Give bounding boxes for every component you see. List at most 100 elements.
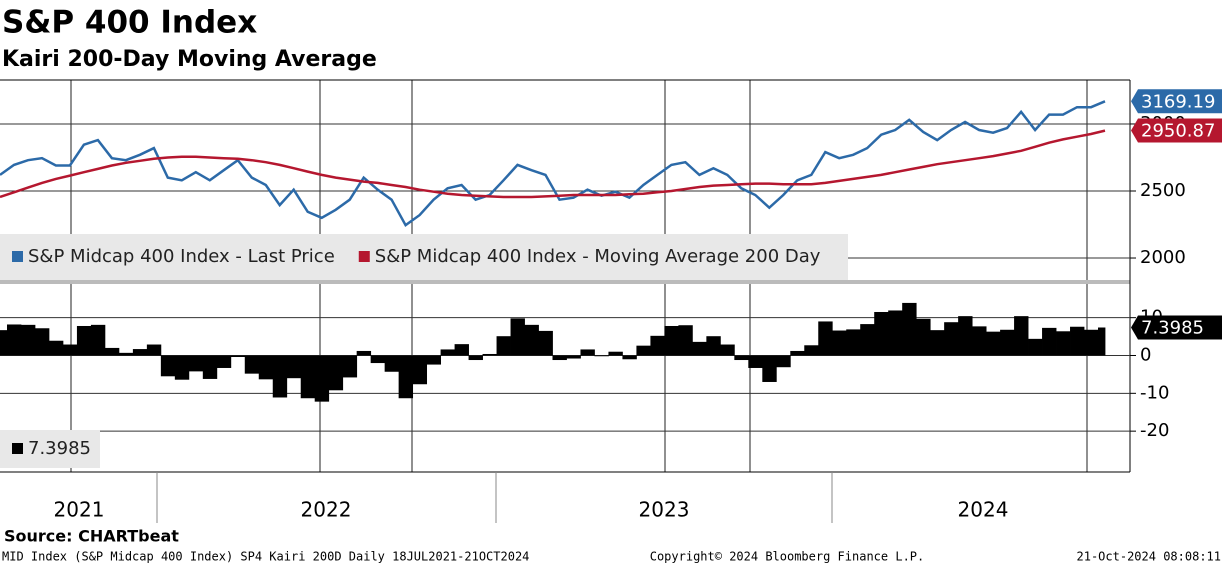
x-tick-label: 2021: [54, 498, 105, 522]
value-tag-label: 2950.87: [1141, 121, 1215, 142]
bar: [132, 349, 148, 356]
bar: [482, 353, 497, 356]
bar: [1070, 326, 1085, 356]
bar: [1028, 338, 1043, 356]
bar: [510, 318, 525, 356]
bar: [300, 355, 316, 399]
bar: [566, 355, 581, 359]
bar: [832, 330, 847, 356]
bar: [160, 355, 176, 377]
legend-label: S&P Midcap 400 Index - Moving Average 20…: [375, 246, 821, 267]
legend: 7.3985: [0, 430, 100, 468]
bar: [594, 355, 609, 357]
bar: [356, 350, 372, 356]
x-tick-label: 2022: [301, 498, 352, 522]
bar: [1000, 329, 1015, 356]
value-tag-label: 7.3985: [1141, 318, 1204, 339]
bar: [146, 344, 162, 356]
bar: [286, 355, 302, 379]
value-tag: [1131, 89, 1222, 114]
bar: [524, 324, 539, 356]
bar: [454, 344, 469, 356]
legend-label: S&P Midcap 400 Index - Last Price: [28, 246, 335, 267]
chart-title: S&P 400 Index: [2, 5, 257, 41]
bar: [888, 310, 903, 356]
footer-left: MID Index (S&P Midcap 400 Index) SP4 Kai…: [2, 550, 529, 564]
line-series: [0, 129, 1106, 199]
bar: [328, 355, 344, 391]
bar: [874, 311, 889, 356]
bar: [930, 330, 945, 356]
bar: [314, 355, 330, 402]
bar: [244, 355, 260, 374]
legend: S&P Midcap 400 Index - Last Price S&P Mid…: [0, 234, 848, 280]
bar: [622, 355, 637, 360]
bar: [636, 345, 651, 356]
bar: [118, 352, 134, 356]
bar: [916, 318, 931, 356]
x-tick-label: 2024: [958, 498, 1009, 522]
bar: [678, 325, 693, 356]
bar: [692, 341, 707, 356]
bar: [62, 344, 78, 356]
bar: [762, 355, 777, 382]
line-series: [0, 100, 1106, 228]
bar: [104, 347, 120, 356]
bar: [0, 330, 8, 356]
bar: [342, 355, 358, 378]
bar: [902, 302, 917, 356]
bar: [398, 355, 414, 399]
value-tag-label: 3169.19: [1141, 91, 1215, 112]
bar: [720, 344, 735, 356]
legend-swatch: [12, 443, 23, 454]
bar: [258, 355, 274, 380]
bar: [986, 331, 1001, 356]
y-tick-label: -20: [1140, 420, 1169, 441]
bar: [230, 355, 246, 358]
bar: [468, 355, 483, 361]
bar: [1098, 327, 1106, 356]
bar: [706, 336, 721, 356]
bar: [972, 326, 987, 356]
bar: [202, 355, 218, 379]
bar: [790, 350, 805, 356]
bar: [426, 355, 442, 365]
y-tick-label: -10: [1140, 382, 1169, 403]
bar: [818, 321, 833, 356]
bar: [412, 355, 428, 385]
bar: [958, 316, 973, 356]
bar: [650, 335, 665, 356]
bar: [944, 322, 959, 356]
bar: [1042, 327, 1057, 356]
bar: [216, 355, 232, 368]
bar: [860, 324, 875, 356]
x-tick-label: 2023: [639, 498, 690, 522]
bar: [846, 329, 861, 356]
bar: [552, 355, 567, 361]
bar: [1056, 331, 1071, 356]
legend-swatch: [12, 251, 23, 262]
y-tick-label: 0: [1140, 344, 1151, 365]
bar: [90, 324, 106, 356]
panel-divider: [0, 280, 1130, 284]
bar: [538, 330, 553, 356]
bar: [34, 328, 50, 356]
legend-bg: [0, 234, 848, 280]
bar: [174, 355, 190, 380]
bar: [188, 355, 204, 372]
bar: [580, 349, 595, 356]
bar: [272, 355, 288, 398]
bar: [734, 355, 749, 361]
value-tag: [1131, 315, 1222, 340]
bar: [664, 325, 679, 356]
footer-right: 21-Oct-2024 08:08:11: [1077, 550, 1222, 564]
y-tick-label: 2500: [1140, 180, 1186, 201]
bar: [748, 355, 763, 368]
bar: [370, 355, 386, 364]
bar: [384, 355, 400, 372]
source: Source: CHARTbeat: [4, 527, 179, 546]
bar: [496, 336, 511, 356]
bar: [20, 324, 36, 356]
bar: [1084, 329, 1099, 356]
